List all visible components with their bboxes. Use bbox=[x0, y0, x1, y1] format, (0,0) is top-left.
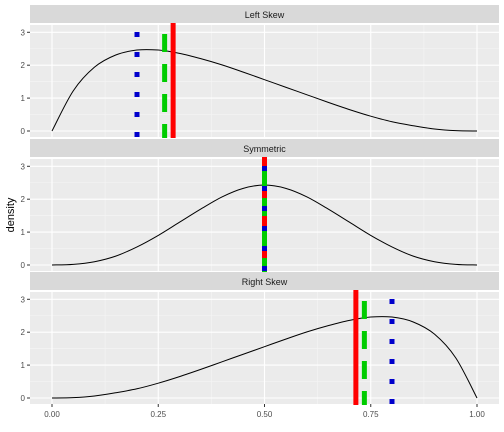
y-tick-label: 0 bbox=[21, 127, 26, 136]
facet-strip bbox=[30, 272, 499, 290]
y-tick-label: 1 bbox=[21, 361, 26, 370]
facet-panels: Left Skew 0 1 2 3 Symmetric 0 1 2 3 Right Skew 0 1 2 3 bbox=[21, 5, 499, 405]
y-tick-label: 2 bbox=[21, 328, 26, 337]
x-tick-label: 1.00 bbox=[469, 410, 485, 419]
x-tick-label: 0.00 bbox=[44, 410, 60, 419]
y-tick-label: 0 bbox=[21, 394, 26, 403]
facet-strip-label: Right Skew bbox=[242, 277, 288, 287]
y-tick-label: 2 bbox=[21, 61, 26, 70]
y-axis-title: density bbox=[5, 197, 17, 232]
density-curve bbox=[51, 316, 478, 399]
y-tick-label: 1 bbox=[21, 94, 26, 103]
y-tick-label: 3 bbox=[21, 28, 26, 37]
y-tick-label: 3 bbox=[21, 162, 26, 171]
facet-panel: Left Skew 0 1 2 3 bbox=[21, 5, 499, 138]
facet-panel: Symmetric 0 1 2 3 bbox=[21, 139, 499, 272]
facet-strip-label: Symmetric bbox=[243, 144, 286, 154]
y-tick-label: 2 bbox=[21, 195, 26, 204]
density-curve bbox=[51, 49, 478, 132]
facet-panel: Right Skew 0 1 2 3 bbox=[21, 272, 499, 405]
x-tick-label: 0.75 bbox=[363, 410, 379, 419]
y-tick-label: 1 bbox=[21, 228, 26, 237]
x-tick-label: 0.25 bbox=[150, 410, 166, 419]
facet-strip-label: Left Skew bbox=[245, 10, 285, 20]
x-tick-label: 0.50 bbox=[257, 410, 273, 419]
facet-strip bbox=[30, 5, 499, 23]
facet-strip bbox=[30, 139, 499, 157]
y-tick-label: 0 bbox=[21, 261, 26, 270]
y-tick-label: 3 bbox=[21, 295, 26, 304]
x-axis: 0.00 0.25 0.50 0.75 1.00 bbox=[44, 404, 485, 419]
